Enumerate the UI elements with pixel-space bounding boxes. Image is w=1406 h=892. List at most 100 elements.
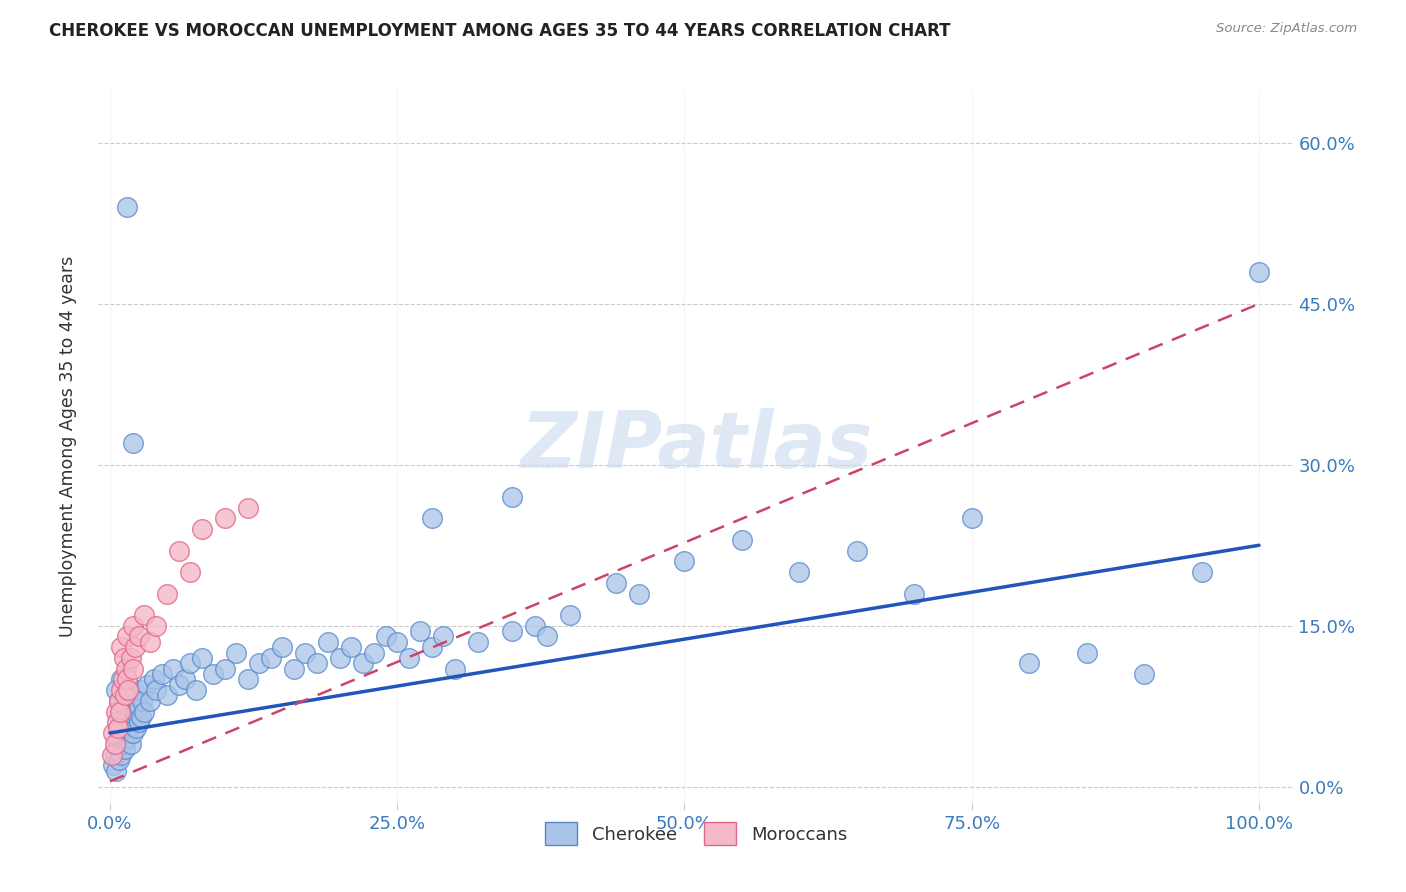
Text: Source: ZipAtlas.com: Source: ZipAtlas.com [1216,22,1357,36]
Point [115,731,138,746]
Point [128,683,150,698]
Text: ZIPatlas: ZIPatlas [520,408,872,484]
Point [179,565,201,579]
Point [120,651,142,665]
Point [122,726,145,740]
Point [673,554,696,568]
Point [110,726,132,740]
Point [117,726,139,740]
Point [128,630,150,644]
Point [352,657,374,671]
Point [247,657,270,671]
Point [135,678,157,692]
Point [340,640,363,655]
Point [1076,646,1098,660]
Point [236,673,259,687]
Point [139,635,162,649]
Point [731,533,754,547]
Point [1018,657,1040,671]
Point [1133,667,1156,681]
Point [103,726,125,740]
Point [467,635,489,649]
Point [110,715,132,730]
Point [162,662,184,676]
Point [363,646,385,660]
Point [122,710,145,724]
Point [184,683,207,698]
Point [122,662,145,676]
Point [115,662,138,676]
Point [105,715,128,730]
Point [103,758,125,772]
Point [105,737,128,751]
Point [179,657,201,671]
Point [125,721,148,735]
Point [128,699,150,714]
Point [558,607,581,622]
Point [167,678,190,692]
Point [120,737,142,751]
Point [225,646,247,660]
Point [214,511,236,525]
Point [443,662,465,676]
Point [127,689,149,703]
Point [110,705,132,719]
Text: CHEROKEE VS MOROCCAN UNEMPLOYMENT AMONG AGES 35 TO 44 YEARS CORRELATION CHART: CHEROKEE VS MOROCCAN UNEMPLOYMENT AMONG … [49,22,950,40]
Point [101,747,124,762]
Point [115,630,138,644]
Point [104,683,127,698]
Point [107,742,129,756]
Point [524,619,547,633]
Point [627,586,650,600]
Point [114,689,136,703]
Point [111,673,134,687]
Point [305,657,328,671]
Y-axis label: Unemployment Among Ages 35 to 44 years: Unemployment Among Ages 35 to 44 years [59,255,77,637]
Point [236,500,259,515]
Point [903,586,925,600]
Point [845,543,868,558]
Point [191,651,214,665]
Point [121,715,143,730]
Point [108,694,131,708]
Point [420,511,443,525]
Point [271,640,294,655]
Point [117,683,139,698]
Point [112,721,135,735]
Point [605,575,627,590]
Point [374,630,396,644]
Point [115,673,138,687]
Point [1191,565,1213,579]
Point [398,651,420,665]
Point [115,705,138,719]
Point [1247,265,1270,279]
Point [110,747,132,762]
Point [316,635,339,649]
Point [104,705,127,719]
Point [167,543,190,558]
Point [501,490,523,504]
Point [111,737,134,751]
Point [103,747,125,762]
Point [128,715,150,730]
Point [104,764,127,778]
Point [115,200,138,214]
Point [156,689,179,703]
Point [107,721,129,735]
Point [145,683,167,698]
Point [114,742,136,756]
Point [409,624,432,639]
Point [142,673,165,687]
Legend: Cherokee, Moroccans: Cherokee, Moroccans [531,810,860,858]
Point [501,624,523,639]
Point [124,705,146,719]
Point [131,694,153,708]
Point [536,630,558,644]
Point [112,651,135,665]
Point [122,436,145,450]
Point [191,522,214,536]
Point [110,640,132,655]
Point [432,630,454,644]
Point [150,667,173,681]
Point [118,699,141,714]
